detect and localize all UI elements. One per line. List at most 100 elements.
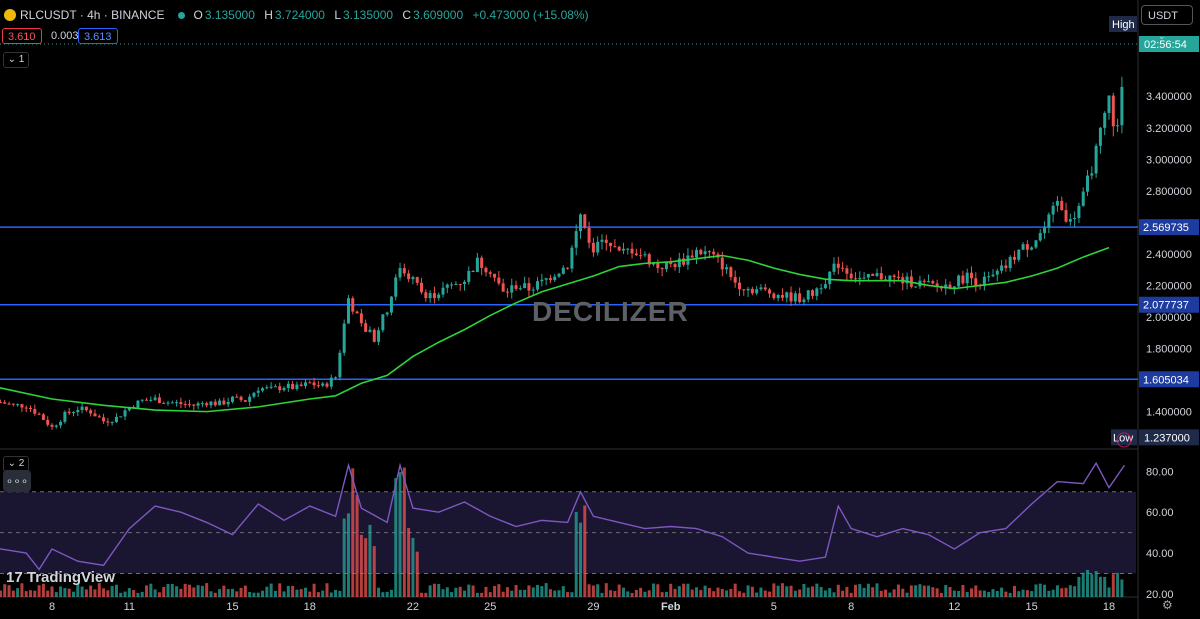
volume-bar <box>432 583 436 597</box>
volume-bar <box>445 587 449 597</box>
candle-body <box>321 383 325 386</box>
candle-body <box>200 403 204 405</box>
volume-bar <box>682 583 686 597</box>
volume-bar <box>905 592 909 597</box>
volume-bar <box>604 583 608 597</box>
candle-body <box>235 396 239 398</box>
volume-bar <box>875 583 879 597</box>
candle-body <box>355 311 359 314</box>
volume-bar <box>54 592 58 597</box>
settings-icon[interactable]: ⚙ <box>1162 598 1173 612</box>
volume-bar <box>1055 585 1059 597</box>
candle-body <box>836 263 840 268</box>
volume-bar <box>892 589 896 597</box>
horizontal-levels[interactable]: 2.569735 2.077737 1.605034 <box>0 219 1199 388</box>
volume-bar <box>37 585 41 597</box>
candle-body <box>454 283 458 285</box>
volume-bar <box>179 588 183 597</box>
volume-bar <box>256 592 260 597</box>
candle-body <box>334 377 338 379</box>
volume-bar <box>1081 572 1085 597</box>
volume-bar <box>909 585 913 597</box>
volume-bar <box>716 587 720 597</box>
volume-bar <box>1043 584 1047 597</box>
candle-body <box>269 386 273 388</box>
high-label: High <box>1112 19 1135 31</box>
volume-bar <box>239 587 243 597</box>
volume-bar <box>295 589 299 597</box>
volume-bar <box>484 586 488 597</box>
volume-bar <box>660 592 664 597</box>
volume-bar <box>450 592 454 597</box>
candle-body <box>664 261 668 270</box>
candle-body <box>1000 265 1004 271</box>
volume-bar <box>952 590 956 597</box>
volume-bar <box>677 586 681 597</box>
candle-body <box>484 267 488 273</box>
volume-bar <box>1025 590 1029 597</box>
market-status-icon <box>178 11 186 19</box>
time-tick: 22 <box>407 601 419 613</box>
volume-bar <box>828 588 832 597</box>
symbol-title[interactable]: RLCUSDT · 4h · BINANCE <box>20 8 165 22</box>
candle-body <box>11 403 15 405</box>
candle-body <box>845 268 849 274</box>
candle-body <box>278 386 282 391</box>
volume-bar <box>226 589 230 597</box>
volume-bar <box>652 583 656 597</box>
volume-bar <box>385 591 389 597</box>
candle-body <box>600 239 604 242</box>
candle-body <box>50 424 54 427</box>
volume-bar <box>381 592 385 597</box>
candle-body <box>437 294 441 299</box>
volume-bar <box>488 592 492 597</box>
sell-button[interactable]: 3.610 <box>2 28 42 44</box>
volume-bar <box>514 585 518 597</box>
candle-body <box>46 419 50 425</box>
candle-body <box>398 268 402 278</box>
currency-select[interactable]: USDT ⌄ <box>1141 5 1193 41</box>
candle-body <box>591 242 595 253</box>
volume-bar <box>587 584 591 597</box>
price-tick: 1.400000 <box>1146 407 1192 419</box>
volume-bar <box>41 583 45 597</box>
volume-bar <box>944 584 948 597</box>
candle-body <box>3 402 7 404</box>
volume-bar <box>149 583 153 597</box>
volume-bar <box>63 588 67 597</box>
candle-body <box>841 267 845 269</box>
candle-body <box>922 280 926 282</box>
candle-body <box>54 425 58 427</box>
candle-body <box>299 384 303 386</box>
volume-bar <box>20 583 24 597</box>
moving-average <box>0 246 1110 413</box>
volume-bar <box>720 588 724 597</box>
volume-bar <box>690 589 694 597</box>
volume-bar <box>673 588 677 597</box>
volume-bar <box>1068 585 1072 597</box>
volume-bar <box>630 592 634 597</box>
candle-body <box>394 277 398 297</box>
buy-button[interactable]: 3.613 <box>78 28 118 44</box>
candle-body <box>316 385 320 387</box>
candle-body <box>858 277 862 280</box>
volume-bar <box>939 592 943 597</box>
volume-bar <box>16 588 20 597</box>
volume-bar <box>89 585 93 597</box>
volume-bar <box>583 505 587 597</box>
candle-body <box>927 281 931 283</box>
volume-bar <box>832 592 836 597</box>
volume-bar <box>415 551 419 597</box>
more-options-button[interactable]: ∘∘∘ <box>3 470 31 492</box>
volume-bar <box>566 592 570 597</box>
volume-bar <box>437 583 441 597</box>
pane1-collapse-button[interactable]: ⌄ 1 <box>3 52 29 68</box>
low-value: 1.237000 <box>1144 432 1190 444</box>
candle-body <box>690 255 694 258</box>
volume-bar <box>230 588 234 597</box>
candle-body <box>80 406 84 411</box>
volume-bar <box>145 585 149 597</box>
volume-bar <box>557 590 561 597</box>
volume-bar <box>725 590 729 597</box>
